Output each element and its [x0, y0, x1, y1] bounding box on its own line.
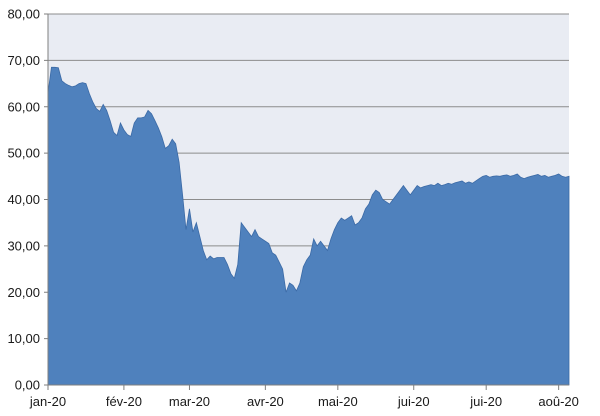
y-tick-label: 60,00 — [7, 99, 40, 114]
y-tick-label: 40,00 — [7, 192, 40, 207]
x-tick-label: jan-20 — [29, 394, 66, 409]
x-tick-label: jui-20 — [469, 394, 502, 409]
x-tick-label: mai-20 — [318, 394, 358, 409]
series-area-path — [47, 66, 570, 386]
y-tick-label: 80,00 — [7, 7, 40, 22]
x-tick-label: mar-20 — [169, 394, 210, 409]
x-tick-label: avr-20 — [247, 394, 284, 409]
y-tick-label: 30,00 — [7, 238, 40, 253]
y-tick-label: 50,00 — [7, 146, 40, 161]
y-tick-labels: 0,00 10,00 20,00 30,00 40,00 50,00 60,00 70,00 8… — [7, 7, 40, 393]
series-area — [47, 66, 570, 386]
x-tick-label: fév-20 — [106, 394, 142, 409]
y-tick-label: 0,00 — [15, 378, 40, 393]
x-tick-labels: jan-20 fév-20 mar-20 avr-20 mai-20 jui-20 jui-… — [29, 394, 579, 409]
y-tick-label: 10,00 — [7, 331, 40, 346]
x-tick-label: aoû-20 — [538, 394, 578, 409]
y-tick-label: 70,00 — [7, 53, 40, 68]
x-tick-label: jui-20 — [397, 394, 430, 409]
y-tick-label: 20,00 — [7, 285, 40, 300]
axes — [47, 14, 569, 390]
